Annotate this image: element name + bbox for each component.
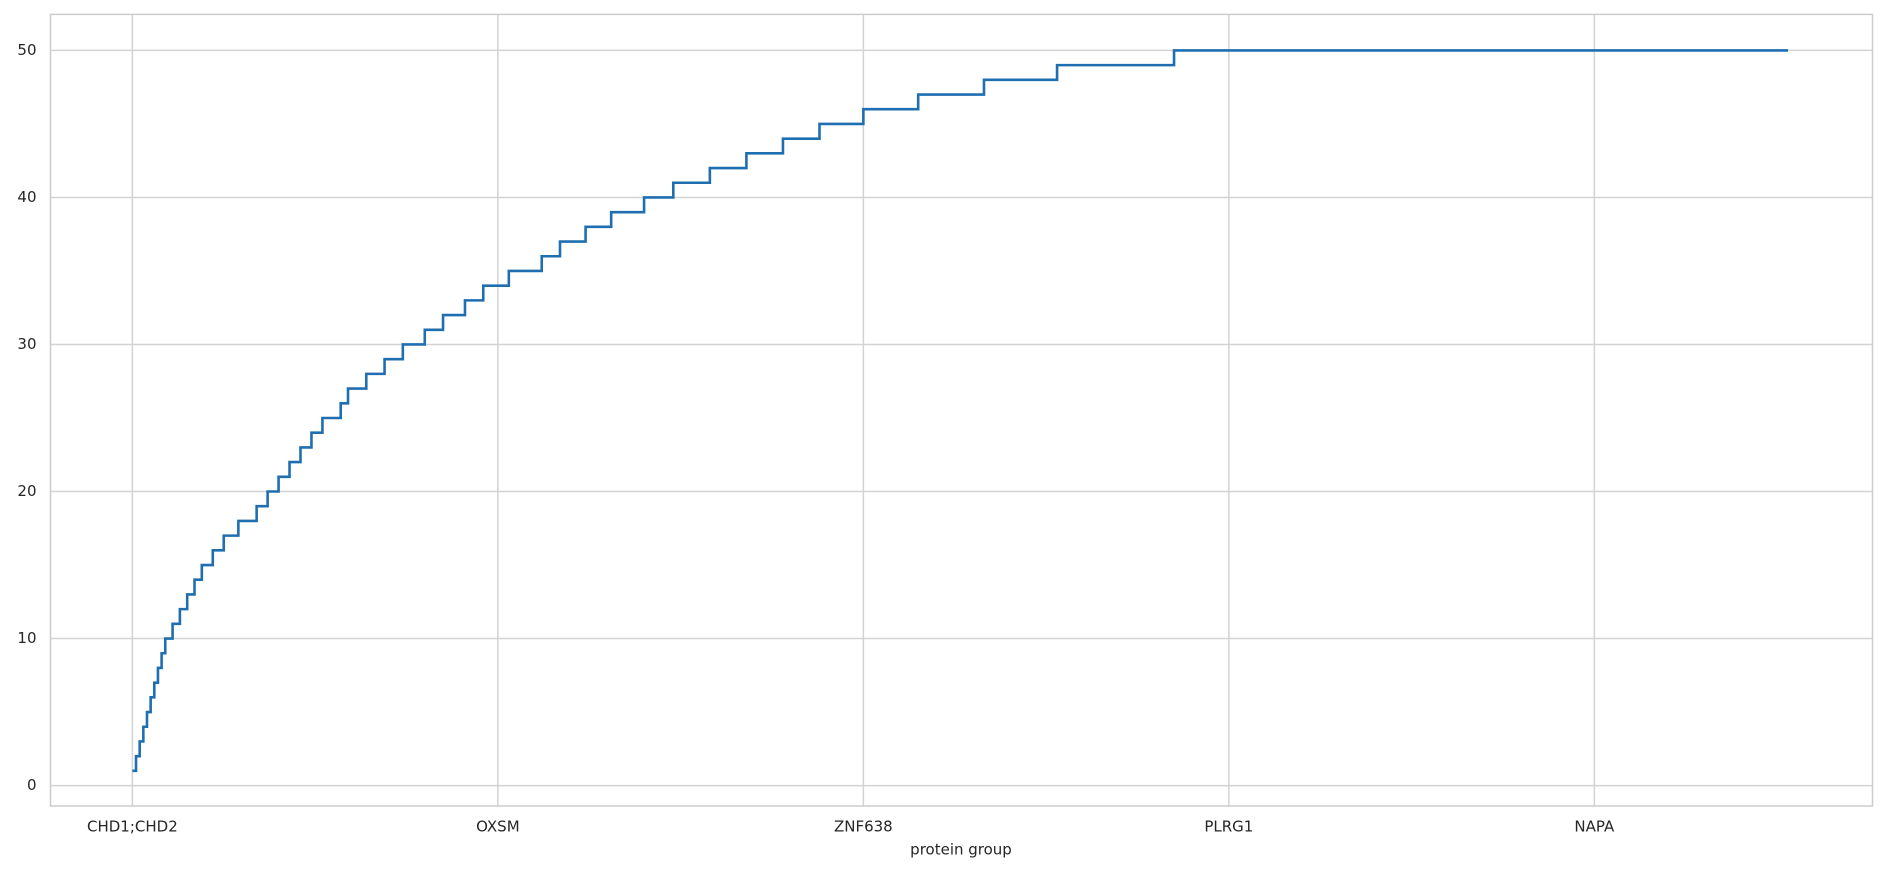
y-tick-label: 10 [17,629,36,647]
y-tick-label: 50 [17,41,36,59]
x-tick-label: OXSM [476,818,520,836]
plot-frame [49,13,1874,807]
data-line [132,49,1789,773]
y-tick-label: 30 [17,335,36,353]
x-tick-label: NAPA [1574,818,1615,836]
x-tick-label: PLRG1 [1204,818,1253,836]
y-tick-label: 0 [27,776,37,794]
x-tick-label: ZNF638 [834,818,893,836]
y-tick-label: 20 [17,482,36,500]
x-axis-label: protein group [910,841,1012,859]
x-tick-label: CHD1;CHD2 [87,818,178,836]
y-tick-label: 40 [17,188,36,206]
